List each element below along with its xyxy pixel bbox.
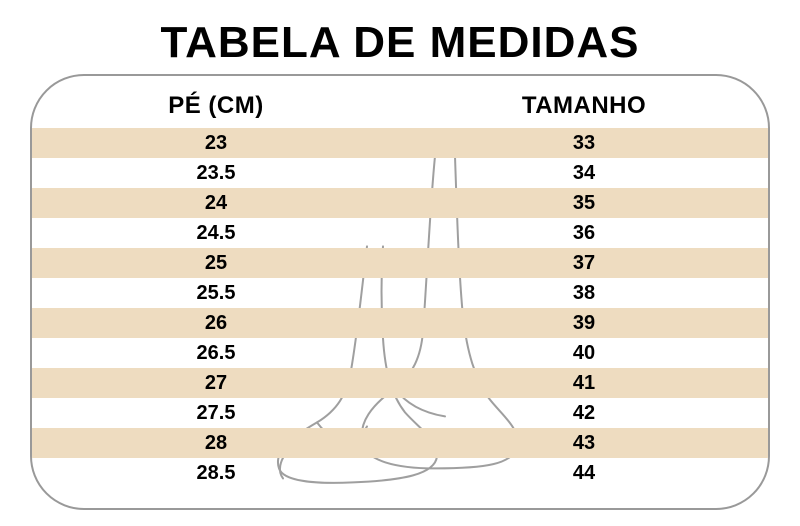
cell-tamanho: 37 [400, 248, 768, 278]
table-row: 27.542 [32, 398, 768, 428]
cell-tamanho: 38 [400, 278, 768, 308]
table-row: 2639 [32, 308, 768, 338]
table-row: 25.538 [32, 278, 768, 308]
table-row: 24.536 [32, 218, 768, 248]
cell-tamanho: 39 [400, 308, 768, 338]
cell-foot-cm: 24.5 [32, 218, 400, 248]
cell-foot-cm: 27.5 [32, 398, 400, 428]
cell-foot-cm: 28.5 [32, 458, 400, 488]
cell-tamanho: 40 [400, 338, 768, 368]
cell-foot-cm: 27 [32, 368, 400, 398]
cell-tamanho: 41 [400, 368, 768, 398]
table-row: 23.534 [32, 158, 768, 188]
table-row: 28.544 [32, 458, 768, 488]
cell-foot-cm: 23.5 [32, 158, 400, 188]
table-row: 2333 [32, 128, 768, 158]
cell-tamanho: 42 [400, 398, 768, 428]
table-row: 26.540 [32, 338, 768, 368]
cell-foot-cm: 28 [32, 428, 400, 458]
size-table-card: PÉ (CM) TAMANHO 233323.534243524.5362537… [30, 74, 770, 510]
cell-tamanho: 36 [400, 218, 768, 248]
cell-foot-cm: 26.5 [32, 338, 400, 368]
table-body: 233323.534243524.536253725.538263926.540… [32, 128, 768, 488]
table-row: 2435 [32, 188, 768, 218]
cell-tamanho: 35 [400, 188, 768, 218]
cell-foot-cm: 25.5 [32, 278, 400, 308]
cell-foot-cm: 24 [32, 188, 400, 218]
page-title: TABELA DE MEDIDAS [0, 0, 800, 74]
cell-tamanho: 44 [400, 458, 768, 488]
table-header-row: PÉ (CM) TAMANHO [32, 76, 768, 128]
table-row: 2741 [32, 368, 768, 398]
table-row: 2537 [32, 248, 768, 278]
cell-foot-cm: 25 [32, 248, 400, 278]
table-row: 2843 [32, 428, 768, 458]
cell-foot-cm: 26 [32, 308, 400, 338]
cell-tamanho: 34 [400, 158, 768, 188]
column-header-foot-cm: PÉ (CM) [32, 92, 400, 120]
cell-foot-cm: 23 [32, 128, 400, 158]
column-header-tamanho: TAMANHO [400, 92, 768, 120]
cell-tamanho: 33 [400, 128, 768, 158]
cell-tamanho: 43 [400, 428, 768, 458]
